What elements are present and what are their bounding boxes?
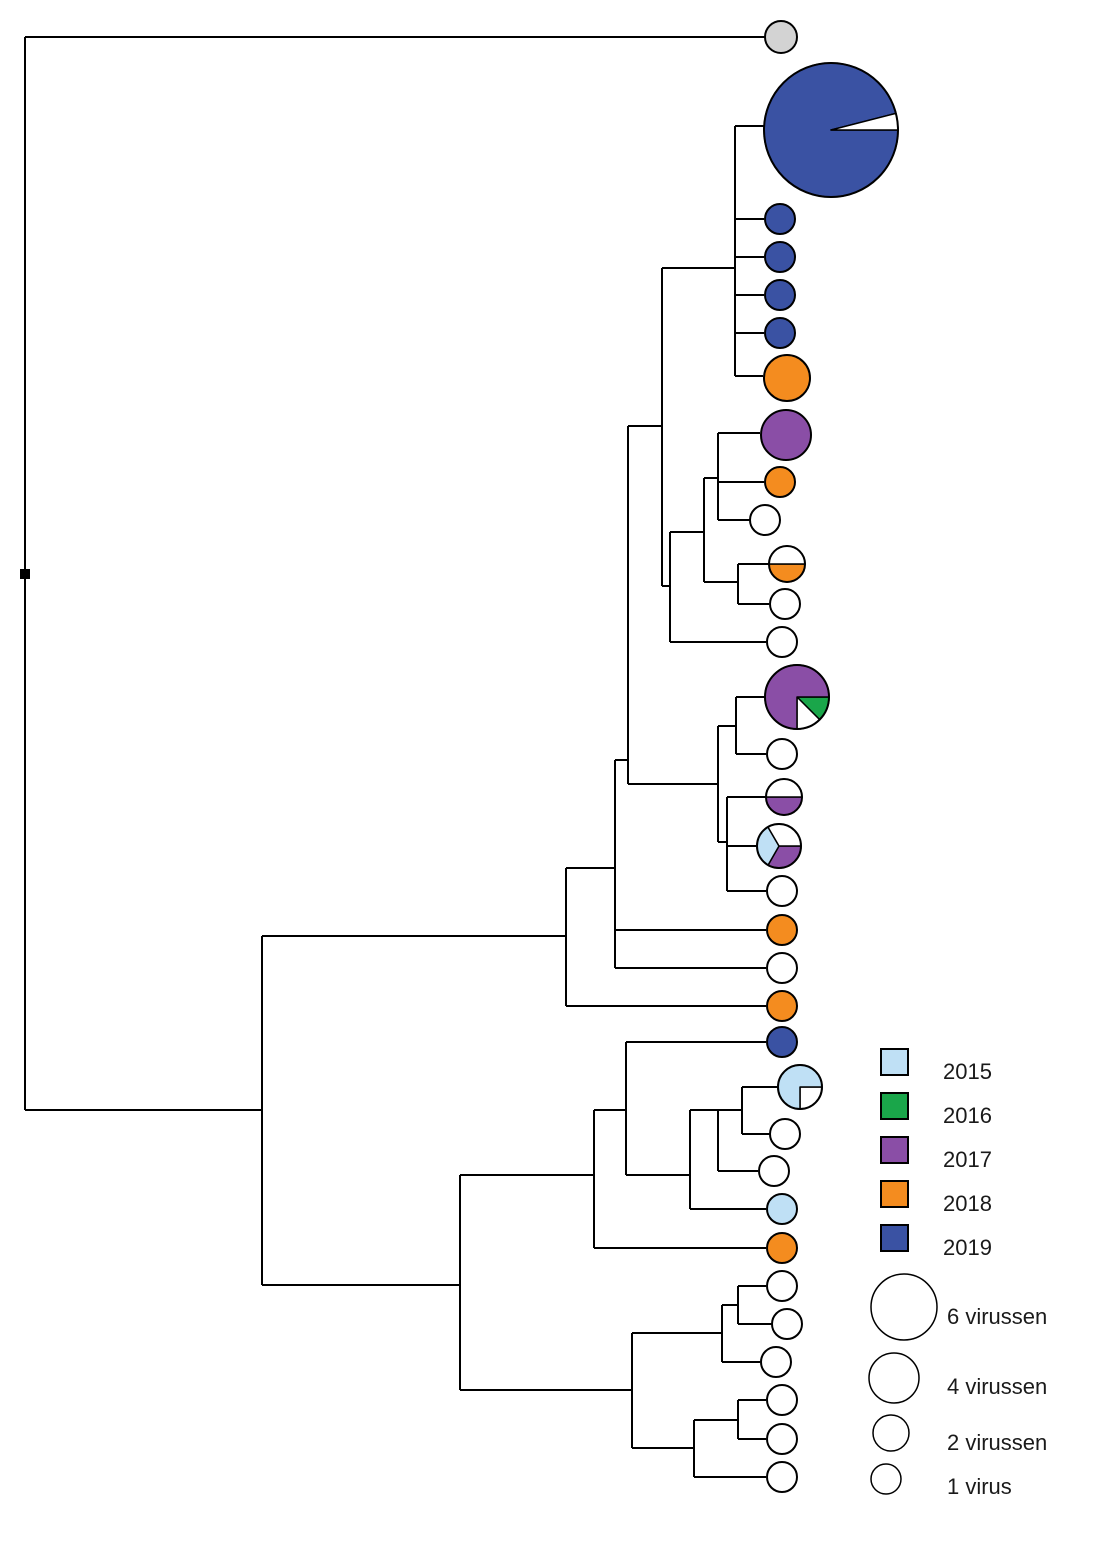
leaf-l-2019-b (764, 241, 796, 273)
leaf-l-2019-e-slice-0 (766, 1026, 798, 1058)
leaf-l-unk-b (769, 588, 801, 620)
legend-label-2016: 2016 (943, 1103, 992, 1128)
root-node-marker (20, 569, 30, 579)
leaf-l-mix-c-slice-0 (765, 796, 803, 816)
legend-swatch-2015 (880, 1048, 909, 1076)
leaf-l-2018-c (766, 914, 798, 946)
leaf-l-unk-c (766, 626, 798, 658)
leaf-l-unk-b-slice-0 (769, 588, 801, 620)
leaf-l-unk-a-slice-0 (749, 504, 781, 536)
leaf-l-mix-a (768, 545, 806, 583)
legend-swatch-2017 (880, 1136, 909, 1164)
leaf-l-2019-d-slice-0 (764, 317, 796, 349)
leaf-l-unk-g-slice-0 (769, 1118, 801, 1150)
leaf-l-2019-d (764, 317, 796, 349)
tree-branches (20, 36, 778, 1478)
leaf-l-unk-d-slice-0 (766, 738, 798, 770)
legend-size-label-6: 6 virussen (947, 1304, 1047, 1329)
leaf-l-unk-j-slice-0 (771, 1308, 803, 1340)
leaf-l-2018-b-slice-0 (764, 466, 796, 498)
legend-size-label-1: 1 virus (947, 1474, 1012, 1499)
leaf-l-unk-a (749, 504, 781, 536)
legend-swatch-2016 (880, 1092, 909, 1120)
leaf-l-2018-d-slice-0 (766, 990, 798, 1022)
leaf-l-unk-h-slice-0 (758, 1155, 790, 1187)
leaf-l-2018-a-slice-0 (763, 354, 811, 402)
leaf-l-2018-e (766, 1232, 798, 1264)
leaf-l-2019-a-slice-0 (764, 203, 796, 235)
leaf-l-unk-i-slice-0 (766, 1270, 798, 1302)
leaf-l-2019-b-slice-0 (764, 241, 796, 273)
leaf-l-mix-d (756, 823, 802, 869)
legend-size-key: 6 virussen 4 virussen 2 virussen 1 virus (868, 1273, 1047, 1499)
leaf-l-2019-c (764, 279, 796, 311)
leaf-big-2019-outline (763, 62, 899, 198)
legend: 2015 2016 2017 2018 2019 6 virussen 4 virusse… (868, 1048, 1047, 1499)
leaf-l-unk-e (766, 875, 798, 907)
leaf-l-mix-e-outline (777, 1064, 823, 1110)
leaf-l-unk-l-slice-0 (766, 1384, 798, 1416)
legend-size-circle-1 (870, 1463, 902, 1495)
legend-size-circle-4 (868, 1352, 920, 1404)
leaf-root-sample-slice-0 (764, 20, 798, 54)
legend-size-circle-6 (870, 1273, 938, 1341)
leaf-l-mix-a-slice-1 (768, 545, 806, 565)
leaf-l-2018-d (766, 990, 798, 1022)
legend-swatch-2019 (880, 1224, 909, 1252)
legend-label-2017: 2017 (943, 1147, 992, 1172)
tree-leaf-nodes (749, 20, 899, 1493)
leaf-l-unk-h (758, 1155, 790, 1187)
leaf-l-mix-c-outline (765, 778, 803, 816)
legend-label-2015: 2015 (943, 1059, 992, 1084)
leaf-l-unk-g (769, 1118, 801, 1150)
leaf-l-mix-b (764, 664, 830, 730)
leaf-l-unk-k-slice-0 (760, 1346, 792, 1378)
leaf-l-unk-m-slice-0 (766, 1423, 798, 1455)
leaf-l-2017-a-slice-0 (760, 409, 812, 461)
leaf-l-2018-a (763, 354, 811, 402)
leaf-l-unk-d (766, 738, 798, 770)
leaf-l-mix-d-outline (756, 823, 802, 869)
leaf-l-unk-e-slice-0 (766, 875, 798, 907)
leaf-l-unk-f (766, 952, 798, 984)
leaf-l-2019-e (766, 1026, 798, 1058)
leaf-l-mix-b-outline (764, 664, 830, 730)
leaf-l-unk-n (766, 1461, 798, 1493)
legend-swatch-2018 (880, 1180, 909, 1208)
leaf-l-unk-m (766, 1423, 798, 1455)
legend-size-circle-2 (872, 1414, 910, 1452)
leaf-l-2018-c-slice-0 (766, 914, 798, 946)
legend-year-swatches: 2015 2016 2017 2018 2019 (880, 1048, 992, 1260)
leaf-l-mix-e (777, 1064, 823, 1110)
leaf-l-unk-l (766, 1384, 798, 1416)
leaf-l-2018-e-slice-0 (766, 1232, 798, 1264)
legend-size-label-2: 2 virussen (947, 1430, 1047, 1455)
leaf-l-unk-k (760, 1346, 792, 1378)
legend-label-2018: 2018 (943, 1191, 992, 1216)
leaf-l-2015-a-slice-0 (766, 1193, 798, 1225)
leaf-l-mix-a-outline (768, 545, 806, 583)
leaf-l-unk-n-slice-0 (766, 1461, 798, 1493)
leaf-big-2019 (763, 62, 899, 198)
leaf-root-sample (764, 20, 798, 54)
leaf-l-2017-a (760, 409, 812, 461)
leaf-l-unk-i (766, 1270, 798, 1302)
legend-size-label-4: 4 virussen (947, 1374, 1047, 1399)
leaf-l-unk-j (771, 1308, 803, 1340)
leaf-l-mix-c (765, 778, 803, 816)
leaf-l-2015-a (766, 1193, 798, 1225)
leaf-l-mix-c-slice-1 (765, 778, 803, 798)
leaf-l-unk-c-slice-0 (766, 626, 798, 658)
legend-label-2019: 2019 (943, 1235, 992, 1260)
leaf-l-2019-a (764, 203, 796, 235)
leaf-l-mix-a-slice-0 (768, 563, 806, 583)
leaf-l-unk-f-slice-0 (766, 952, 798, 984)
leaf-l-2018-b (764, 466, 796, 498)
leaf-l-2019-c-slice-0 (764, 279, 796, 311)
